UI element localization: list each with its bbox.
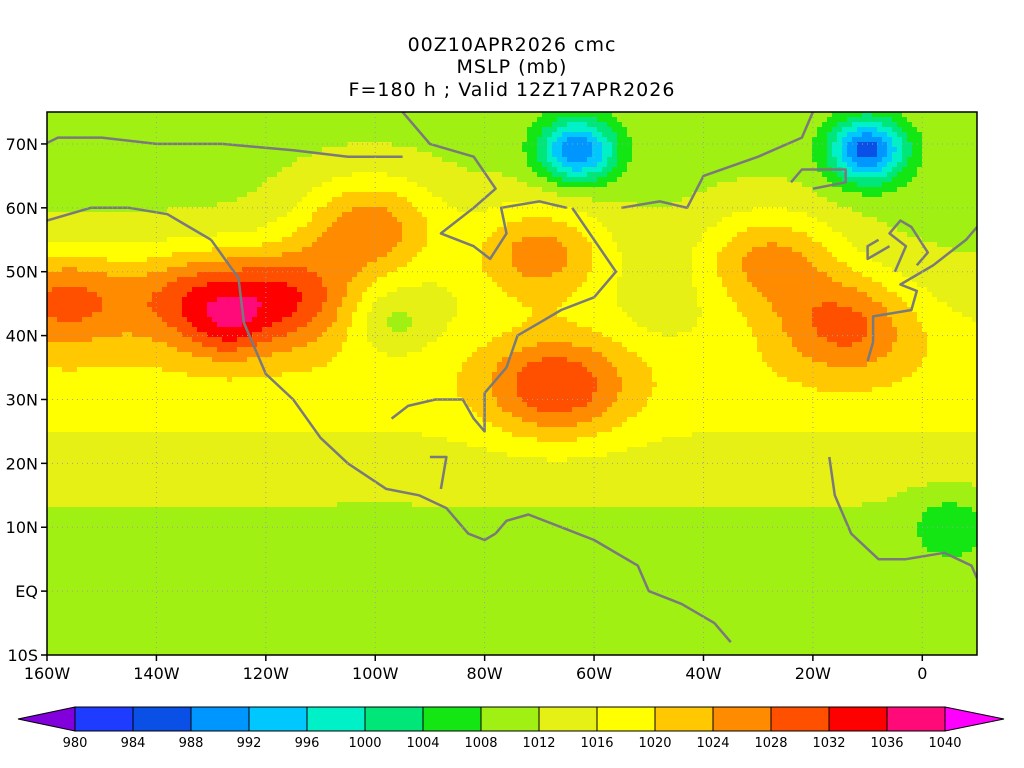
colorbar-level-label: 1028	[754, 736, 787, 751]
colorbar-swatch	[770, 706, 830, 732]
colorbar-min-arrow	[17, 706, 76, 732]
colorbar-swatch	[828, 706, 888, 732]
colorbar-level-label: 996	[295, 736, 320, 751]
title-run: 00Z10APR2026 cmc	[0, 34, 1024, 56]
colorbar-level-label: 1012	[522, 736, 555, 751]
colorbar-level-label: 1004	[406, 736, 439, 751]
colorbar-swatch	[480, 706, 540, 732]
colorbar-level-label: 1000	[348, 736, 381, 751]
x-tick-label: 160W	[24, 664, 71, 683]
colorbar-level-label: 1040	[928, 736, 961, 751]
colorbar: 980 984 988 992 996 1000 1004 1008 1012 1016 1020 1…	[17, 706, 1005, 751]
colorbar-level-label: 988	[179, 736, 204, 751]
colorbar-swatch	[712, 706, 772, 732]
colorbar-level-label: 1016	[580, 736, 613, 751]
y-tick-label: 40N	[6, 327, 38, 346]
colorbar-swatch	[422, 706, 482, 732]
colorbar-swatch	[306, 706, 366, 732]
colorbar-level-label: 992	[237, 736, 262, 751]
x-tick-label: 80W	[467, 664, 503, 683]
y-tick-label: 20N	[6, 454, 38, 473]
colorbar-swatch	[364, 706, 424, 732]
colorbar-swatch	[886, 706, 946, 732]
colorbar-swatch	[596, 706, 656, 732]
x-tick-label: 140W	[133, 664, 180, 683]
colorbar-level-label: 1020	[638, 736, 671, 751]
y-tick-label: 30N	[6, 390, 38, 409]
colorbar-swatch	[74, 706, 134, 732]
colorbar-level-label: 980	[63, 736, 88, 751]
y-tick-label: 60N	[6, 199, 38, 218]
map-axes: 160W 140W 120W 100W 80W 60W 40W 20W 0 70N 60N 50N 40…	[6, 135, 928, 683]
x-tick-label: 120W	[243, 664, 290, 683]
pressure-shading	[47, 112, 977, 655]
colorbar-swatch	[132, 706, 192, 732]
x-tick-label: 0	[917, 664, 927, 683]
y-tick-label: 10N	[6, 518, 38, 537]
colorbar-swatch	[190, 706, 250, 732]
map-frame	[46, 111, 978, 656]
y-tick-label: EQ	[15, 582, 38, 601]
colorbar-swatch	[654, 706, 714, 732]
y-tick-label: 10S	[7, 646, 38, 665]
x-tick-label: 60W	[576, 664, 612, 683]
x-tick-label: 40W	[685, 664, 721, 683]
colorbar-swatch	[248, 706, 308, 732]
colorbar-level-label: 1024	[696, 736, 729, 751]
colorbar-level-label: 1036	[870, 736, 903, 751]
colorbar-max-arrow	[944, 706, 1005, 732]
x-tick-label: 100W	[352, 664, 399, 683]
graticule	[47, 112, 977, 655]
colorbar-level-label: 1008	[464, 736, 497, 751]
colorbar-level-label: 984	[121, 736, 146, 751]
colorbar-swatch	[538, 706, 598, 732]
title-valid-time: F=180 h ; Valid 12Z17APR2026	[0, 79, 1024, 101]
x-tick-label: 20W	[795, 664, 831, 683]
y-tick-label: 70N	[6, 135, 38, 154]
title-variable: MSLP (mb)	[0, 56, 1024, 78]
colorbar-level-label: 1032	[812, 736, 845, 751]
y-tick-label: 50N	[6, 263, 38, 282]
coastlines	[47, 112, 977, 644]
map-panel	[46, 111, 978, 656]
